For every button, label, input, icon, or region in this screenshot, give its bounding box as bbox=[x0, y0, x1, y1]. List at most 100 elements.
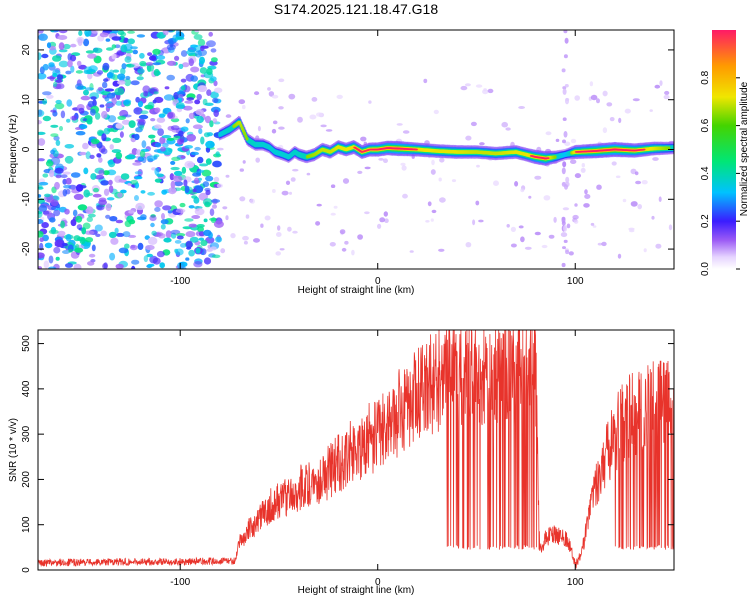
faint-blob bbox=[566, 223, 571, 229]
faint-blob bbox=[220, 248, 226, 254]
faint-blob bbox=[534, 175, 542, 180]
noise-blob bbox=[46, 94, 54, 99]
noise-blob bbox=[135, 96, 141, 103]
noise-blob bbox=[107, 125, 114, 129]
noise-blob bbox=[58, 49, 68, 53]
noise-blob bbox=[56, 74, 64, 81]
noise-blob bbox=[139, 52, 145, 59]
streak-blob bbox=[562, 161, 567, 168]
noise-blob bbox=[184, 185, 190, 194]
noise-blob bbox=[70, 65, 75, 73]
noise-blob bbox=[149, 55, 157, 61]
streak-blob bbox=[563, 239, 568, 243]
noise-blob bbox=[38, 109, 45, 117]
x-tick-label: 0 bbox=[375, 276, 381, 287]
noise-blob bbox=[176, 235, 184, 240]
noise-blob bbox=[60, 174, 68, 178]
faint-blob bbox=[245, 214, 250, 219]
noise-blob bbox=[87, 261, 95, 266]
noise-blob bbox=[184, 160, 195, 169]
noise-blob bbox=[192, 172, 202, 177]
noise-blob bbox=[212, 118, 218, 124]
faint-blob bbox=[330, 184, 336, 188]
noise-blob bbox=[180, 155, 186, 159]
noise-blob bbox=[203, 132, 211, 138]
noise-blob bbox=[164, 86, 170, 90]
noise-blob bbox=[151, 230, 157, 236]
noise-blob bbox=[52, 72, 58, 78]
faint-blob bbox=[225, 174, 230, 178]
faint-blob bbox=[222, 206, 228, 210]
noise-blob bbox=[109, 216, 118, 222]
noise-blob bbox=[52, 55, 62, 62]
noise-blob bbox=[76, 36, 85, 44]
faint-blob bbox=[439, 157, 445, 163]
noise-blob bbox=[166, 74, 175, 81]
noise-blob bbox=[115, 219, 124, 224]
noise-blob bbox=[197, 38, 206, 47]
noise-blob bbox=[146, 64, 152, 73]
noise-blob bbox=[98, 157, 103, 163]
noise-blob bbox=[85, 151, 91, 160]
faint-blob bbox=[476, 164, 480, 168]
noise-blob bbox=[112, 69, 120, 73]
faint-blob bbox=[278, 106, 284, 110]
faint-blob bbox=[606, 102, 613, 107]
noise-blob bbox=[62, 189, 68, 197]
y-tick-label: 20 bbox=[21, 44, 32, 56]
noise-blob bbox=[115, 100, 123, 106]
noise-blob bbox=[202, 198, 213, 206]
figure-title: S174.2025.121.18.47.G18 bbox=[274, 1, 438, 17]
faint-blob bbox=[630, 201, 638, 207]
noise-blob bbox=[154, 142, 162, 148]
faint-blob bbox=[242, 235, 249, 241]
faint-blob bbox=[475, 200, 480, 206]
noise-blob bbox=[184, 145, 193, 149]
noise-blob bbox=[67, 59, 73, 68]
snr-frame bbox=[37, 329, 675, 571]
faint-blob bbox=[255, 157, 260, 163]
noise-blob bbox=[162, 30, 169, 36]
faint-blob bbox=[360, 136, 367, 142]
noise-blob bbox=[170, 125, 180, 131]
y-tick-label: 500 bbox=[21, 335, 32, 352]
faint-blob bbox=[275, 251, 282, 256]
noise-blob bbox=[117, 192, 123, 198]
noise-blob bbox=[38, 52, 42, 60]
noise-blob bbox=[185, 257, 190, 261]
noise-blob bbox=[105, 38, 111, 42]
noise-blob bbox=[183, 105, 193, 111]
noise-blob bbox=[175, 30, 180, 36]
noise-blob bbox=[196, 224, 205, 228]
faint-blob bbox=[216, 183, 223, 188]
faint-blob bbox=[311, 97, 318, 102]
faint-blob bbox=[316, 112, 323, 117]
noise-blob bbox=[147, 191, 156, 196]
noise-blob bbox=[179, 202, 186, 208]
noise-blob bbox=[210, 48, 217, 53]
noise-blob bbox=[167, 210, 173, 214]
faint-blob bbox=[649, 109, 653, 112]
noise-blob bbox=[182, 226, 192, 230]
noise-blob bbox=[183, 179, 188, 187]
noise-blob bbox=[49, 217, 56, 223]
noise-blob bbox=[91, 244, 96, 252]
faint-blob bbox=[433, 109, 439, 115]
faint-blob bbox=[573, 219, 579, 224]
noise-blob bbox=[134, 195, 139, 201]
faint-blob bbox=[584, 194, 591, 199]
noise-blob bbox=[44, 242, 53, 249]
noise-blob bbox=[156, 55, 166, 60]
noise-blob bbox=[137, 100, 144, 108]
faint-blob bbox=[602, 127, 608, 134]
noise-blob bbox=[153, 154, 160, 158]
faint-blob bbox=[364, 211, 370, 215]
noise-blob bbox=[213, 176, 220, 182]
noise-blob bbox=[45, 160, 54, 167]
faint-blob bbox=[572, 214, 579, 220]
noise-blob bbox=[186, 97, 195, 101]
faint-blob bbox=[574, 203, 578, 207]
noise-blob bbox=[97, 86, 103, 92]
